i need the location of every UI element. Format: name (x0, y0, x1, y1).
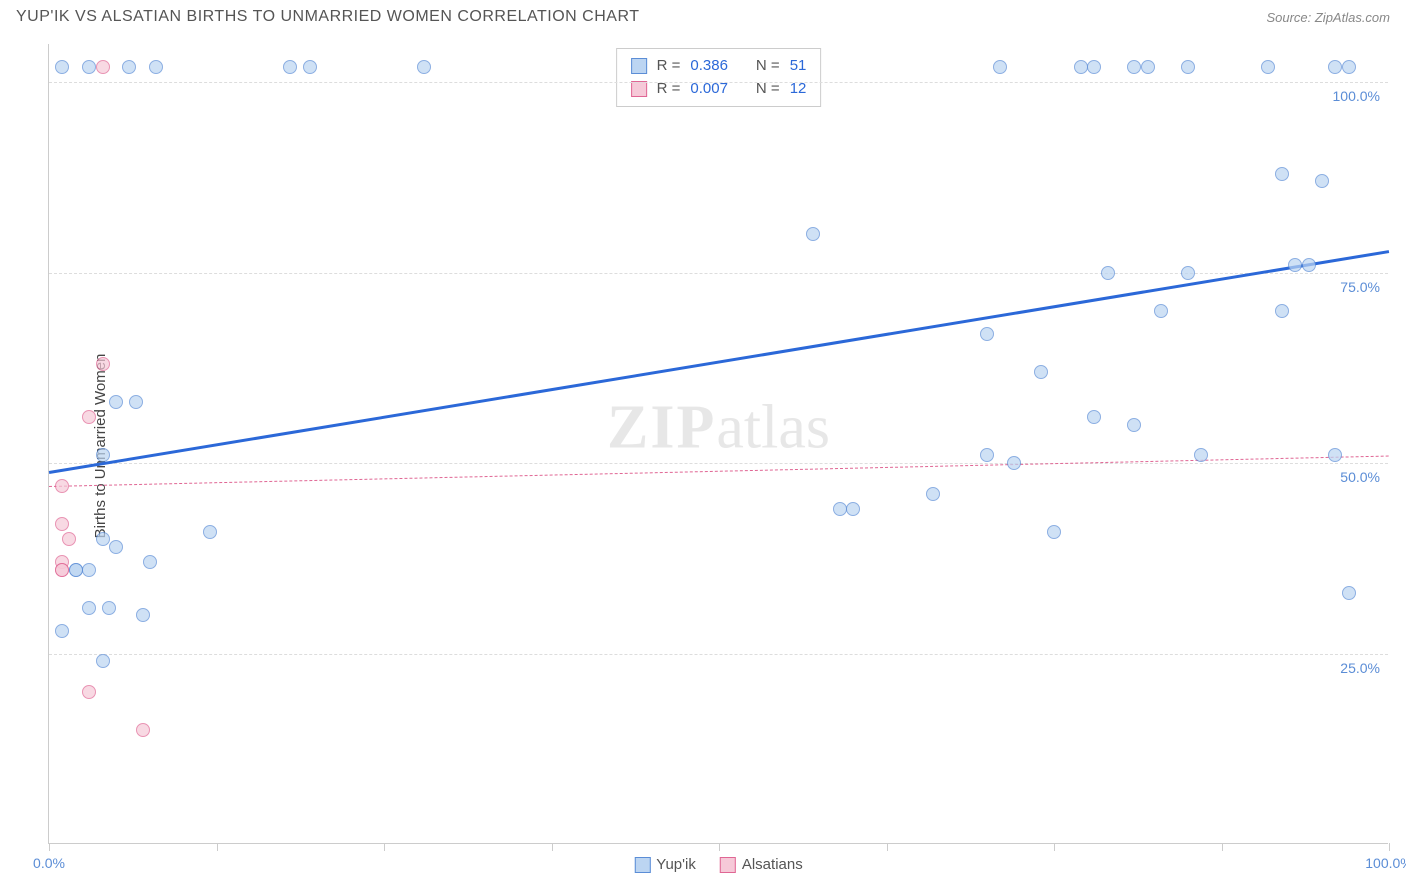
watermark: ZIPatlas (607, 392, 830, 463)
trendline-alsatians (49, 455, 1389, 486)
legend-item-alsatians: Alsatians (720, 856, 803, 873)
data-point (1047, 525, 1061, 539)
data-point (1315, 174, 1329, 188)
data-point (55, 479, 69, 493)
data-point (82, 60, 96, 74)
data-point (1181, 60, 1195, 74)
data-point (82, 601, 96, 615)
gridline (49, 463, 1388, 464)
data-point (993, 60, 1007, 74)
swatch-yupik (631, 58, 647, 74)
data-point (980, 327, 994, 341)
data-point (1087, 410, 1101, 424)
data-point (1261, 60, 1275, 74)
data-point (96, 654, 110, 668)
x-tick (719, 843, 720, 851)
data-point (1034, 365, 1048, 379)
data-point (1074, 60, 1088, 74)
gridline (49, 654, 1388, 655)
data-point (82, 563, 96, 577)
data-point (203, 525, 217, 539)
x-tick-label: 0.0% (33, 855, 65, 871)
data-point (82, 685, 96, 699)
x-tick (49, 843, 50, 851)
data-point (136, 608, 150, 622)
data-point (1101, 266, 1115, 280)
data-point (806, 227, 820, 241)
stats-row-yupik: R = 0.386 N = 51 (631, 55, 807, 78)
data-point (55, 563, 69, 577)
data-point (980, 448, 994, 462)
scatter-plot: ZIPatlas R = 0.386 N = 51 R = 0.007 N = … (48, 44, 1388, 844)
data-point (1007, 456, 1021, 470)
y-tick-label: 100.0% (1333, 88, 1380, 104)
data-point (96, 448, 110, 462)
legend-item-yupik: Yup'ik (634, 856, 696, 873)
data-point (102, 601, 116, 615)
trendline-yup'ik (49, 250, 1389, 473)
x-tick (384, 843, 385, 851)
data-point (109, 395, 123, 409)
data-point (1141, 60, 1155, 74)
x-tick (1389, 843, 1390, 851)
data-point (1087, 60, 1101, 74)
data-point (1127, 60, 1141, 74)
data-point (55, 517, 69, 531)
data-point (1127, 418, 1141, 432)
legend: Yup'ik Alsatians (634, 856, 802, 873)
data-point (122, 60, 136, 74)
data-point (1154, 304, 1168, 318)
data-point (143, 555, 157, 569)
data-point (1302, 258, 1316, 272)
data-point (303, 60, 317, 74)
x-tick (217, 843, 218, 851)
data-point (136, 723, 150, 737)
data-point (1288, 258, 1302, 272)
data-point (96, 357, 110, 371)
x-tick (1054, 843, 1055, 851)
x-tick (1222, 843, 1223, 851)
data-point (55, 624, 69, 638)
x-tick (552, 843, 553, 851)
y-tick-label: 25.0% (1340, 660, 1380, 676)
data-point (149, 60, 163, 74)
data-point (96, 60, 110, 74)
data-point (1275, 304, 1289, 318)
data-point (926, 487, 940, 501)
data-point (62, 532, 76, 546)
data-point (1275, 167, 1289, 181)
data-point (1328, 448, 1342, 462)
stats-row-alsatians: R = 0.007 N = 12 (631, 78, 807, 101)
data-point (55, 60, 69, 74)
correlation-stats-box: R = 0.386 N = 51 R = 0.007 N = 12 (616, 48, 822, 107)
gridline (49, 82, 1388, 83)
data-point (69, 563, 83, 577)
data-point (1194, 448, 1208, 462)
data-point (283, 60, 297, 74)
data-point (833, 502, 847, 516)
data-point (1328, 60, 1342, 74)
y-tick-label: 75.0% (1340, 279, 1380, 295)
swatch-alsatians (631, 81, 647, 97)
data-point (82, 410, 96, 424)
data-point (1342, 60, 1356, 74)
data-point (1181, 266, 1195, 280)
source-attribution: Source: ZipAtlas.com (1266, 10, 1390, 25)
data-point (96, 532, 110, 546)
data-point (417, 60, 431, 74)
chart-title: YUP'IK VS ALSATIAN BIRTHS TO UNMARRIED W… (16, 8, 639, 26)
y-tick-label: 50.0% (1340, 469, 1380, 485)
x-tick (887, 843, 888, 851)
data-point (129, 395, 143, 409)
data-point (109, 540, 123, 554)
data-point (846, 502, 860, 516)
x-tick-label: 100.0% (1365, 855, 1406, 871)
data-point (1342, 586, 1356, 600)
